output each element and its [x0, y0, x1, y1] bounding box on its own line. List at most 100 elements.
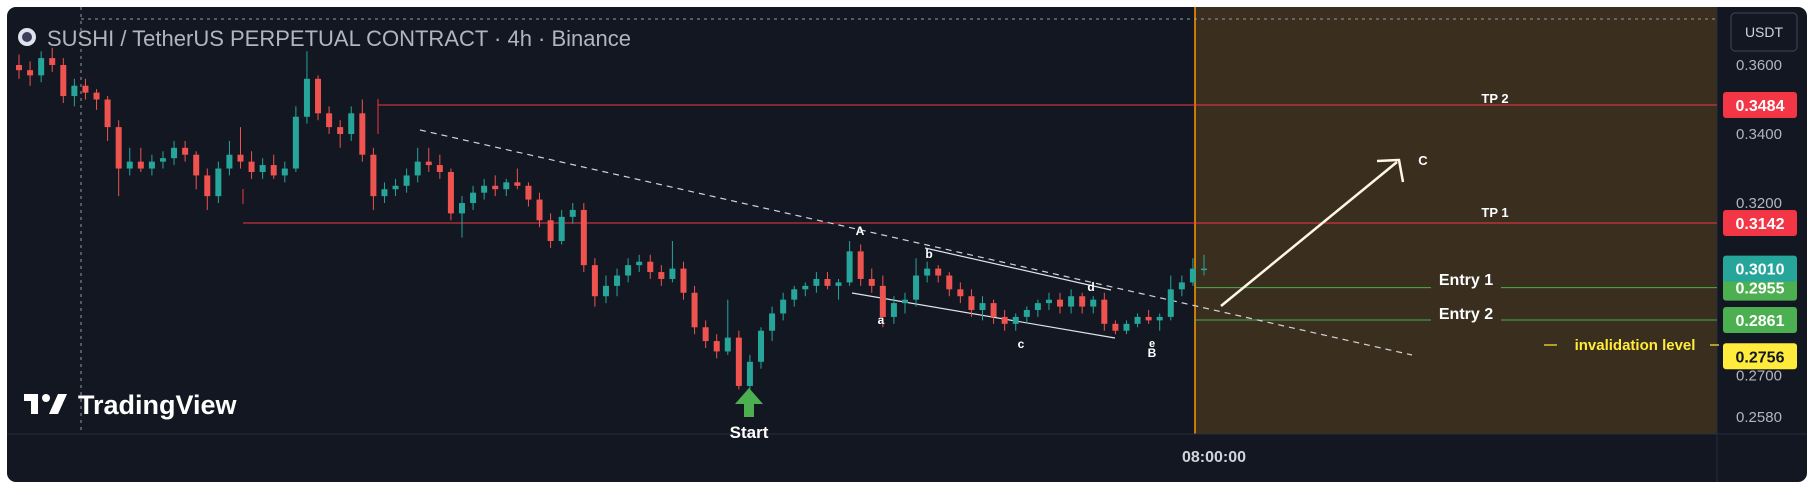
price-badge — [1723, 210, 1797, 237]
candle-body — [204, 175, 211, 197]
candle-body — [60, 65, 67, 97]
candle-body — [1012, 316, 1019, 324]
entry2-label-bg — [1431, 303, 1501, 323]
label-d: d — [1087, 280, 1094, 294]
candle-body — [215, 168, 222, 197]
candle-body — [591, 265, 598, 297]
candle-body — [846, 251, 853, 283]
candle-body — [115, 127, 122, 169]
candle-body — [470, 192, 477, 204]
candle-body — [447, 171, 454, 214]
candle-body — [259, 165, 266, 172]
candle-body — [359, 113, 366, 155]
candle-body — [769, 313, 776, 331]
time-axis-label: 08:00:00 — [1182, 449, 1246, 466]
entry1-label-bg — [1431, 269, 1501, 289]
candle-body — [370, 154, 377, 197]
tp1-label: TP 1 — [1481, 205, 1508, 220]
candle-body — [1178, 282, 1185, 290]
candle-body — [957, 289, 964, 297]
price-tick-label: 0.2700 — [1736, 368, 1782, 385]
candle-body — [248, 161, 255, 172]
candle-body — [990, 303, 997, 317]
candle-body — [791, 289, 798, 300]
candle-body — [171, 147, 178, 159]
chart-title[interactable]: SUSHI / TetherUS PERPETUAL CONTRACT · 4h… — [47, 26, 631, 51]
candle-body — [879, 285, 886, 317]
tradingview-logo-icon — [24, 394, 67, 414]
candle-body — [292, 116, 299, 169]
price-badge-label: 0.3142 — [1736, 216, 1785, 233]
price-badge — [1723, 255, 1797, 282]
candle-body — [270, 165, 277, 176]
candle-body — [1123, 323, 1130, 331]
candle-body — [481, 185, 488, 193]
candle-body — [1112, 323, 1119, 331]
candle-body — [337, 127, 344, 135]
candle-body — [746, 361, 753, 386]
price-axis[interactable]: 0.2580 0.2700 0.3200 0.3400 0.3600 — [1736, 57, 1782, 426]
candle-body — [403, 175, 410, 186]
price-badge-label: 0.3010 — [1736, 262, 1785, 279]
brand-name: TradingView — [78, 390, 238, 420]
candle-body — [381, 189, 388, 197]
price-tick-label: 0.3200 — [1736, 195, 1782, 212]
candle-body — [857, 251, 864, 279]
candle-body — [901, 299, 908, 304]
candle-body — [281, 168, 288, 176]
entry1-label: Entry 1 — [1439, 272, 1493, 289]
candle-body — [38, 58, 45, 76]
candle-body — [348, 113, 355, 135]
channel-upper[interactable] — [924, 247, 1112, 291]
channel-lower[interactable] — [851, 292, 1116, 339]
candle-body — [580, 209, 587, 266]
candle-body — [1101, 299, 1108, 324]
candle-body — [913, 275, 920, 300]
label-c: c — [1018, 337, 1025, 351]
candle-body — [1090, 299, 1097, 307]
candle-body — [93, 92, 100, 100]
candle-body — [558, 216, 565, 241]
currency-button[interactable] — [1730, 12, 1798, 52]
price-badge-label: 0.2955 — [1736, 281, 1785, 298]
candle-body — [104, 99, 111, 128]
price-chart[interactable]: Start A a b c d e B C TP 2 TP 1 Entry 1 … — [7, 7, 1807, 482]
currency-label[interactable]: USDT — [1745, 24, 1784, 40]
price-badges: 0.3484 0.3142 0.2955 0.2861 0.2756 0.3010 — [1723, 92, 1797, 370]
candle-body — [237, 154, 244, 162]
candle-body — [1079, 296, 1086, 307]
candle-body — [813, 278, 820, 286]
candles — [16, 47, 1207, 390]
candle-body — [414, 161, 421, 176]
candle-body — [890, 303, 897, 317]
candle-body — [226, 154, 233, 169]
candle-body — [503, 182, 510, 190]
candle-body — [436, 165, 443, 172]
candle-body — [193, 154, 200, 176]
candle-body — [835, 282, 842, 286]
sushi-logo-inner — [22, 32, 32, 42]
label-A: A — [856, 224, 865, 238]
candle-body — [724, 337, 731, 352]
candle-body — [458, 203, 465, 214]
candle-body — [713, 341, 720, 352]
candle-body — [1068, 296, 1075, 307]
candle-body — [182, 147, 189, 155]
candle-body — [569, 209, 576, 217]
price-badge — [1723, 343, 1797, 370]
candle-body — [303, 78, 310, 117]
candle-body — [126, 161, 133, 169]
candle-body — [924, 268, 931, 276]
candle-body — [392, 185, 399, 190]
candle-body — [636, 261, 643, 266]
candle-body — [159, 158, 166, 162]
candle-body — [735, 337, 742, 386]
candle-body — [602, 285, 609, 297]
start-arrow-icon — [735, 388, 763, 417]
label-C: C — [1418, 153, 1428, 168]
candle-body — [802, 285, 809, 290]
candle-body — [514, 182, 521, 186]
trendline-dashed[interactable] — [419, 129, 1413, 356]
candle-body — [315, 78, 322, 114]
candle-body — [824, 278, 831, 286]
